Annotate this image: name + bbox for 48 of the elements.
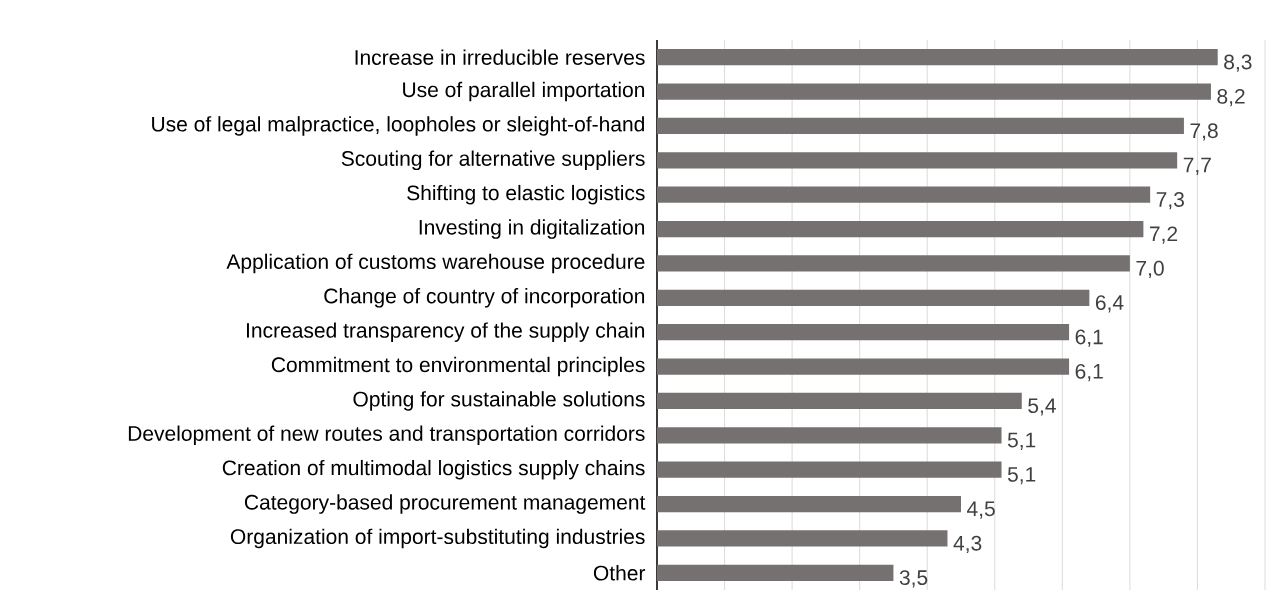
y-tick-label: Other (593, 565, 646, 581)
y-tick-label: Scouting for alternative suppliers (341, 150, 645, 171)
data-label: 3,5 (899, 570, 928, 588)
y-tick-label: Opting for sustainable solutions (353, 391, 645, 411)
y-tick-label: Commitment to environmental principles (271, 356, 645, 377)
y-tick-label: Shifting to elastic logistics (407, 184, 645, 205)
data-label: 6,1 (1075, 363, 1103, 382)
bar (656, 83, 1211, 100)
y-tick-label: Increased transparency of the supply chain (247, 322, 645, 342)
y-tick-label: Organization of import-substituting industries (230, 528, 645, 549)
bar (656, 186, 1151, 203)
y-tick-label: Increase in irreducible reserves (355, 49, 645, 65)
data-label: 8,2 (1217, 88, 1245, 107)
bar (656, 427, 1002, 444)
bar (656, 324, 1070, 341)
y-tick-label: Application of customs warehouse procedure (226, 253, 645, 274)
data-label: 8,3 (1224, 54, 1252, 72)
y-tick-label: Use of parallel importation (403, 81, 645, 102)
bar (656, 117, 1184, 135)
data-label: 4,5 (967, 501, 995, 519)
data-label: 7,3 (1156, 192, 1184, 210)
data-label: 5,4 (1028, 398, 1056, 416)
bar (656, 564, 894, 581)
y-tick-label: Change of country of incorporation (324, 288, 645, 308)
y-tick-label: Creation of multimodal logistics supply chains (222, 459, 645, 480)
bar (656, 152, 1178, 169)
y-tick-label: Investing in digitalization (419, 219, 645, 239)
bar (656, 358, 1070, 375)
bar (656, 495, 961, 513)
bar (656, 289, 1090, 306)
data-label: 5,1 (1007, 432, 1036, 450)
data-label: 7,7 (1183, 157, 1211, 175)
bar (656, 220, 1144, 238)
bar (656, 461, 1002, 478)
bar (656, 49, 1218, 66)
bar (656, 530, 948, 547)
data-label: 7,2 (1150, 226, 1178, 244)
y-tick-label: Development of new routes and transportation corridors (128, 425, 645, 446)
bar (656, 392, 1022, 410)
data-label: 6,4 (1095, 295, 1124, 313)
data-label: 6,1 (1075, 329, 1103, 347)
data-label: 4,3 (953, 535, 982, 554)
y-tick-label: Category-based procurement management (244, 494, 646, 514)
data-label: 5,1 (1007, 467, 1036, 485)
data-label: 7,0 (1136, 260, 1164, 279)
y-tick-label: Use of legal malpractice, loopholes or sleight-of-hand (152, 116, 644, 136)
data-label: 7,8 (1190, 123, 1218, 141)
bar (656, 255, 1130, 272)
